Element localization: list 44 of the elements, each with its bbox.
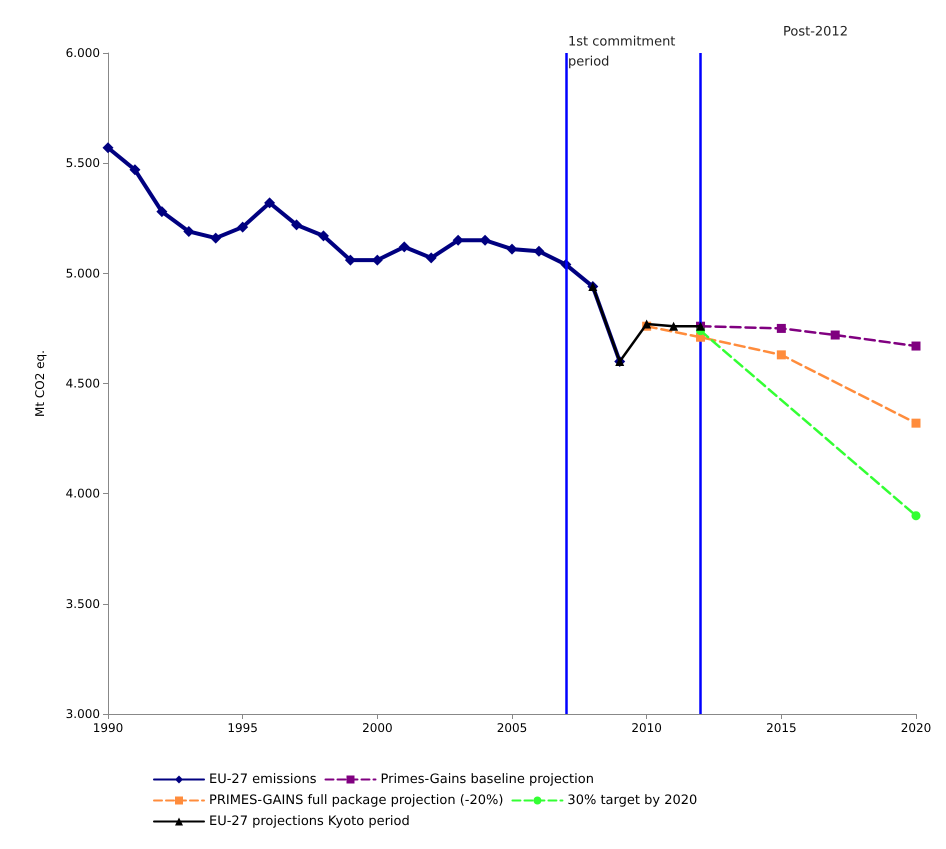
x-tick-label: 1995 [227,721,258,735]
point [291,219,302,230]
point [264,197,276,208]
point [912,418,920,428]
point [210,232,222,244]
point [533,246,544,257]
point [912,511,920,520]
y-tick-label: 3.500 [66,596,100,611]
legend-label: Primes-Gains baseline projection [380,772,594,787]
x-tick-label: 2005 [496,721,528,735]
x-tick-label: 2020 [900,721,932,735]
point [398,241,410,252]
y-tick-label: 4.000 [66,486,100,501]
legend-label: EU-27 emissions [209,772,317,787]
x-tick-label: 1990 [92,721,124,735]
point [156,206,168,218]
x-tick-label: 2000 [362,721,393,735]
x-tick-label: 2010 [631,721,662,735]
legend-label: EU-27 projections Kyoto period [209,814,410,829]
point [426,252,437,264]
y-tick-label: 3.000 [66,707,100,721]
point [776,350,786,360]
point [102,142,114,154]
point [129,164,140,176]
point [830,330,840,340]
point [669,322,678,331]
legend-label: PRIMES-GAINS full package projection (-20%) [209,793,504,808]
text: Post-2012 [783,24,848,40]
y-axis-title: Mt CO2 eq. [33,350,47,417]
point [912,342,920,351]
point [776,324,786,333]
point [318,230,329,242]
legend-label: 30% target by 2020 [567,793,698,808]
annotation: 1st commitment period [568,34,676,70]
point [480,234,491,246]
point [183,226,194,237]
point [237,222,248,233]
y-tick-label: 4.500 [66,376,100,390]
y-tick-label: 6.000 [66,46,100,60]
y-tick-label: 5.500 [66,156,100,170]
point [506,244,518,255]
point [344,254,356,266]
y-tick-label: 5.000 [66,266,100,280]
x-tick-label: 2015 [766,721,797,735]
